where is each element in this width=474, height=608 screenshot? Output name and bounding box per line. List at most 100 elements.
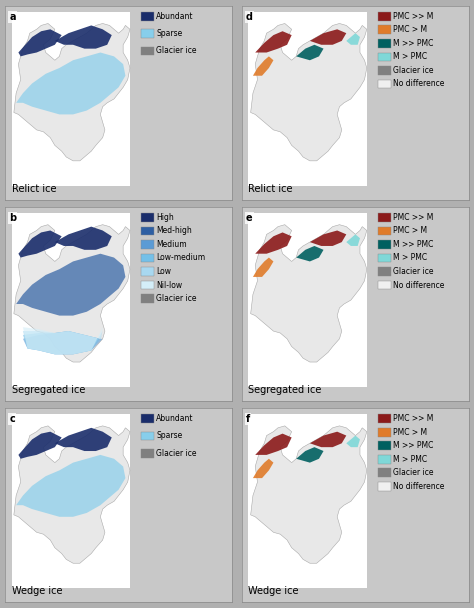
Polygon shape — [255, 434, 292, 455]
Polygon shape — [14, 24, 130, 161]
FancyBboxPatch shape — [141, 432, 154, 440]
Polygon shape — [346, 234, 360, 246]
Text: M >> PMC: M >> PMC — [393, 240, 433, 249]
Text: Segregated ice: Segregated ice — [11, 385, 85, 395]
Text: M >> PMC: M >> PMC — [393, 39, 433, 47]
Text: Glacier ice: Glacier ice — [393, 66, 434, 75]
Polygon shape — [248, 213, 367, 387]
Polygon shape — [18, 29, 62, 57]
Text: Wedge ice: Wedge ice — [248, 586, 299, 596]
FancyBboxPatch shape — [378, 468, 391, 477]
FancyBboxPatch shape — [141, 29, 154, 38]
Text: High: High — [156, 213, 174, 222]
Polygon shape — [310, 432, 346, 447]
FancyBboxPatch shape — [378, 227, 391, 235]
Text: Glacier ice: Glacier ice — [156, 46, 197, 55]
Text: Med-high: Med-high — [156, 226, 192, 235]
Polygon shape — [253, 459, 273, 478]
FancyBboxPatch shape — [141, 414, 154, 423]
Text: PMC > M: PMC > M — [393, 226, 427, 235]
FancyBboxPatch shape — [378, 213, 391, 222]
Polygon shape — [23, 331, 103, 354]
Polygon shape — [55, 428, 112, 451]
Text: Glacier ice: Glacier ice — [156, 294, 197, 303]
Polygon shape — [310, 230, 346, 246]
Polygon shape — [296, 246, 324, 261]
FancyBboxPatch shape — [141, 12, 154, 21]
Text: PMC > M: PMC > M — [393, 25, 427, 34]
FancyBboxPatch shape — [141, 294, 154, 303]
Polygon shape — [23, 331, 103, 354]
Polygon shape — [16, 254, 126, 316]
Text: PMC > M: PMC > M — [393, 427, 427, 437]
Polygon shape — [23, 331, 103, 354]
Polygon shape — [346, 33, 360, 45]
Text: M > PMC: M > PMC — [393, 254, 427, 263]
Polygon shape — [14, 225, 130, 362]
Polygon shape — [251, 24, 367, 161]
Polygon shape — [248, 12, 367, 186]
Text: M >> PMC: M >> PMC — [393, 441, 433, 450]
Polygon shape — [251, 225, 367, 362]
Polygon shape — [23, 327, 103, 354]
Polygon shape — [18, 230, 62, 258]
Text: Relict ice: Relict ice — [11, 184, 56, 194]
Polygon shape — [253, 57, 273, 76]
FancyBboxPatch shape — [378, 441, 391, 450]
Polygon shape — [251, 426, 367, 563]
FancyBboxPatch shape — [378, 281, 391, 289]
FancyBboxPatch shape — [378, 80, 391, 88]
Text: Sparse: Sparse — [156, 432, 182, 440]
Polygon shape — [296, 447, 324, 463]
Polygon shape — [16, 52, 126, 114]
Polygon shape — [296, 45, 324, 60]
Text: No difference: No difference — [393, 80, 444, 88]
Polygon shape — [55, 227, 112, 250]
Polygon shape — [255, 232, 292, 254]
Text: Glacier ice: Glacier ice — [393, 267, 434, 276]
Text: M > PMC: M > PMC — [393, 455, 427, 464]
Text: PMC >> M: PMC >> M — [393, 414, 433, 423]
Text: Nil-low: Nil-low — [156, 280, 182, 289]
Polygon shape — [11, 213, 130, 387]
Text: PMC >> M: PMC >> M — [393, 213, 433, 222]
Polygon shape — [310, 29, 346, 45]
Text: Relict ice: Relict ice — [248, 184, 293, 194]
Text: Glacier ice: Glacier ice — [393, 468, 434, 477]
FancyBboxPatch shape — [378, 268, 391, 276]
FancyBboxPatch shape — [141, 281, 154, 289]
Text: Low: Low — [156, 267, 171, 276]
Text: Medium: Medium — [156, 240, 187, 249]
Polygon shape — [11, 12, 130, 186]
Text: Glacier ice: Glacier ice — [156, 449, 197, 458]
FancyBboxPatch shape — [141, 227, 154, 235]
Text: b: b — [9, 213, 17, 223]
FancyBboxPatch shape — [378, 12, 391, 21]
FancyBboxPatch shape — [378, 414, 391, 423]
FancyBboxPatch shape — [378, 254, 391, 263]
Text: PMC >> M: PMC >> M — [393, 12, 433, 21]
Text: Sparse: Sparse — [156, 29, 182, 38]
Text: Low-medium: Low-medium — [156, 254, 205, 263]
FancyBboxPatch shape — [141, 449, 154, 458]
Text: M > PMC: M > PMC — [393, 52, 427, 61]
Polygon shape — [248, 414, 367, 589]
FancyBboxPatch shape — [378, 39, 391, 47]
FancyBboxPatch shape — [378, 482, 391, 491]
FancyBboxPatch shape — [141, 213, 154, 222]
FancyBboxPatch shape — [378, 66, 391, 75]
FancyBboxPatch shape — [378, 240, 391, 249]
Text: a: a — [9, 12, 16, 22]
Text: No difference: No difference — [393, 482, 444, 491]
Polygon shape — [253, 258, 273, 277]
Polygon shape — [55, 26, 112, 49]
FancyBboxPatch shape — [141, 254, 154, 263]
Text: Abundant: Abundant — [156, 414, 194, 423]
Polygon shape — [14, 426, 130, 563]
FancyBboxPatch shape — [141, 240, 154, 249]
FancyBboxPatch shape — [378, 455, 391, 464]
FancyBboxPatch shape — [141, 268, 154, 276]
Polygon shape — [346, 435, 360, 447]
Text: Wedge ice: Wedge ice — [11, 586, 62, 596]
Text: f: f — [246, 414, 250, 424]
